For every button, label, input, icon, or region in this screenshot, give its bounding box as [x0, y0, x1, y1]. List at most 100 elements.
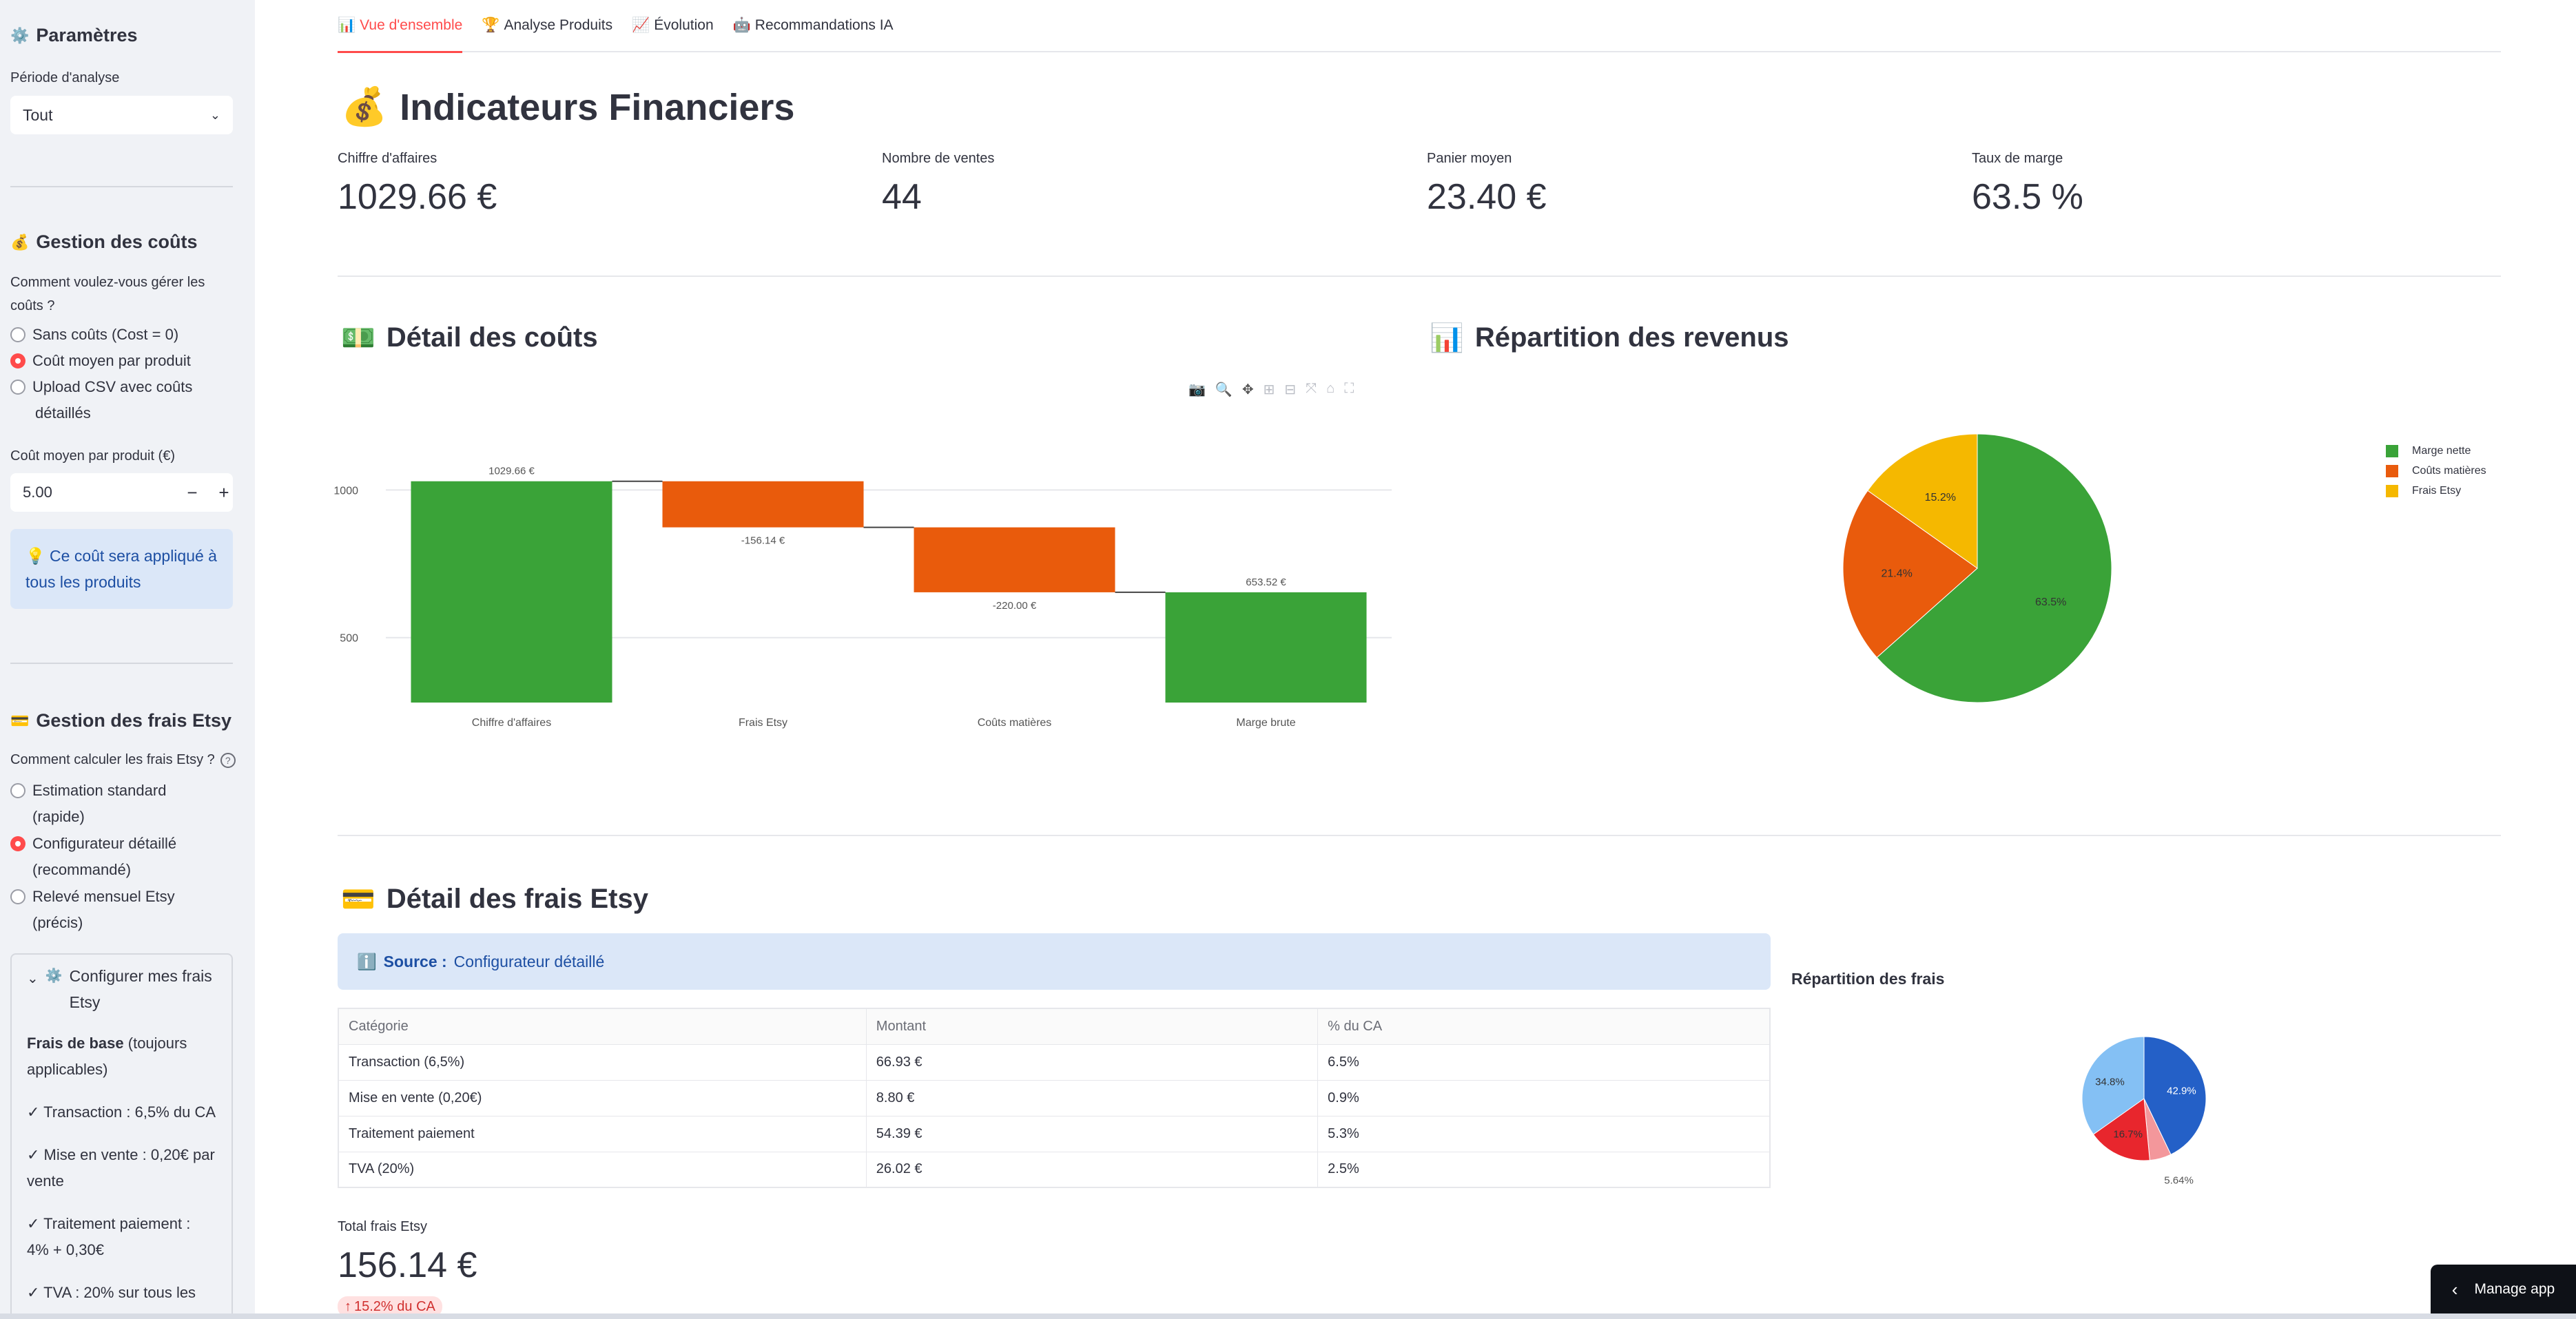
revenue-section-title: 📊 Répartition des revenus: [1430, 322, 1789, 353]
pie-slice: [2092, 1098, 2150, 1161]
metric-sales-count: Nombre de ventes 44: [882, 151, 995, 217]
autoscale-icon[interactable]: ⤧: [1306, 381, 1317, 396]
metric-margin-rate: Taux de marge 63.5 %: [1972, 151, 2083, 217]
radio-dot: [10, 889, 25, 904]
increment-button[interactable]: +: [218, 481, 229, 503]
table-cell: 5.3%: [1317, 1115, 1771, 1152]
legend-item[interactable]: Coûts matières: [2386, 461, 2486, 481]
zoom-icon[interactable]: 🔍: [1215, 382, 1233, 397]
expander-header[interactable]: ⌄ ⚙️ Configurer mes frais Etsy: [12, 955, 231, 1017]
sidebar-title: ⚙️ Paramètres: [10, 25, 138, 45]
bar-value-label: -156.14 €: [741, 535, 785, 547]
main-content: 📊 Vue d'ensemble 🏆 Analyse Produits 📈 Évolu…: [255, 0, 2576, 1319]
bar-chart-icon: 📊: [338, 17, 356, 33]
metric-revenue: Chiffre d'affaires 1029.66 €: [338, 151, 497, 217]
banknote-icon: 💵: [341, 323, 375, 353]
table-cell: 0.9%: [1317, 1079, 1771, 1117]
column-header[interactable]: Catégorie: [338, 1008, 867, 1045]
table-cell: TVA (20%): [338, 1151, 867, 1188]
gear-icon: ⚙️: [45, 968, 63, 984]
pie-slice: [1842, 490, 1978, 658]
fees-table: Catégorie Montant % du CA Transaction (6…: [338, 1008, 1771, 1188]
pie-slice: [1867, 433, 1978, 569]
etsy-question: Comment calculer les frais Etsy ??: [10, 748, 236, 771]
tab-ai-recommendations[interactable]: 🤖 Recommandations IA: [732, 17, 894, 33]
period-select-value: Tout: [23, 105, 53, 124]
radio-no-cost[interactable]: Sans coûts (Cost = 0): [10, 322, 238, 348]
pie-slice: [1876, 433, 2112, 703]
waterfall-bar: [914, 527, 1115, 592]
x-tick-label: Coûts matières: [978, 717, 1052, 729]
chart-toolbar: 📷 🔍 ✥ ⊞ ⊟ ⤧ ⌂ ⛶: [1188, 381, 1354, 398]
radio-etsy-standard[interactable]: Estimation standard (rapide): [10, 778, 238, 830]
table-cell: Traitement paiement: [338, 1115, 867, 1152]
trend-icon: 📈: [632, 17, 650, 33]
period-select[interactable]: Tout ⌄: [10, 96, 233, 134]
bar-value-label: 1029.66 €: [488, 466, 535, 477]
column-header[interactable]: % du CA: [1317, 1008, 1771, 1045]
tab-overview[interactable]: 📊 Vue d'ensemble: [338, 0, 463, 53]
table-cell: 54.39 €: [865, 1115, 1319, 1152]
x-tick-label: Chiffre d'affaires: [472, 717, 551, 729]
radio-avg-cost[interactable]: Coût moyen par produit: [10, 348, 238, 374]
pie-slice: [2143, 1036, 2207, 1155]
camera-icon[interactable]: 📷: [1188, 382, 1206, 397]
credit-card-icon: 💳: [341, 884, 375, 915]
radio-upload-csv[interactable]: Upload CSV avec coûts: [10, 374, 238, 400]
radio-upload-csv-line2: détaillés: [35, 404, 91, 422]
table-row: TVA (20%) 26.02 €2.5%: [338, 1151, 1771, 1188]
decrement-button[interactable]: −: [187, 481, 198, 503]
chevron-left-icon: ‹: [2451, 1278, 2458, 1300]
gear-icon: ⚙️: [10, 26, 30, 44]
x-tick-label: Marge brute: [1236, 717, 1295, 729]
radio-etsy-configurator[interactable]: Configurateur détaillé (recommandé): [10, 831, 238, 883]
help-icon[interactable]: ?: [220, 753, 236, 768]
fees-pie-chart: 42.9% 5.64% 16.7% 34.8%: [2081, 1036, 2207, 1187]
revenue-pie-chart: 63.5% 21.4% 15.2%: [1842, 433, 2112, 703]
pie-slice-label: 15.2%: [1925, 492, 1956, 503]
pie-slice-label: 63.5%: [2035, 596, 2066, 608]
zoom-in-icon[interactable]: ⊞: [1263, 382, 1275, 397]
tab-evolution[interactable]: 📈 Évolution: [632, 17, 714, 33]
x-tick-label: Frais Etsy: [739, 717, 787, 729]
table-cell: 6.5%: [1317, 1043, 1771, 1081]
avg-cost-label: Coût moyen par produit (€): [10, 448, 176, 464]
info-icon: ℹ️: [357, 952, 377, 970]
zoom-out-icon[interactable]: ⊟: [1284, 382, 1297, 397]
table-row: Transaction (6,5%) 66.93 €6.5%: [338, 1043, 1771, 1081]
etsy-fees-expander: ⌄ ⚙️ Configurer mes frais Etsy Frais de b…: [10, 953, 233, 1319]
tab-products[interactable]: 🏆 Analyse Produits: [482, 17, 613, 33]
manage-app-button[interactable]: ‹ Manage app: [2431, 1265, 2576, 1314]
avg-cost-input[interactable]: 5.00 − +: [10, 473, 233, 512]
source-info-box: ℹ️ Source : Configurateur détaillé: [338, 933, 1771, 990]
table-cell: 26.02 €: [865, 1151, 1319, 1188]
section-divider: [338, 835, 2501, 836]
cost-section-title: 💰 Gestion des coûts: [10, 231, 198, 252]
y-tick-label: 1000: [333, 485, 358, 497]
pie-slice: [2081, 1036, 2145, 1135]
legend-item[interactable]: Frais Etsy: [2386, 481, 2486, 501]
radio-etsy-monthly[interactable]: Relevé mensuel Etsy (précis): [10, 884, 238, 936]
chevron-down-icon: ⌄: [27, 971, 39, 986]
legend-item[interactable]: Marge nette: [2386, 441, 2486, 461]
fullscreen-icon[interactable]: ⛶: [1344, 381, 1354, 396]
bar-value-label: -220.00 €: [993, 600, 1037, 612]
pie-slice-label: 21.4%: [1881, 568, 1912, 579]
robot-icon: 🤖: [732, 17, 751, 33]
waterfall-bar: [662, 481, 864, 528]
y-tick-label: 500: [340, 633, 358, 645]
pan-icon[interactable]: ✥: [1241, 382, 1254, 397]
home-icon[interactable]: ⌂: [1326, 381, 1335, 396]
fee-item: ✓ TVA : 20% sur tous les: [27, 1284, 196, 1301]
legend-label: Frais Etsy: [2412, 485, 2462, 497]
credit-card-icon: 💳: [10, 712, 30, 729]
trophy-icon: 🏆: [482, 17, 500, 33]
pie-slice-label: 34.8%: [2095, 1076, 2125, 1088]
table-row: Traitement paiement 54.39 €5.3%: [338, 1115, 1771, 1152]
waterfall-bar: [411, 481, 612, 703]
period-label: Période d'analyse: [10, 70, 120, 85]
sidebar-divider: [10, 186, 233, 187]
radio-dot: [10, 783, 25, 798]
column-header[interactable]: Montant: [865, 1008, 1319, 1045]
radio-dot-selected: [10, 836, 25, 851]
